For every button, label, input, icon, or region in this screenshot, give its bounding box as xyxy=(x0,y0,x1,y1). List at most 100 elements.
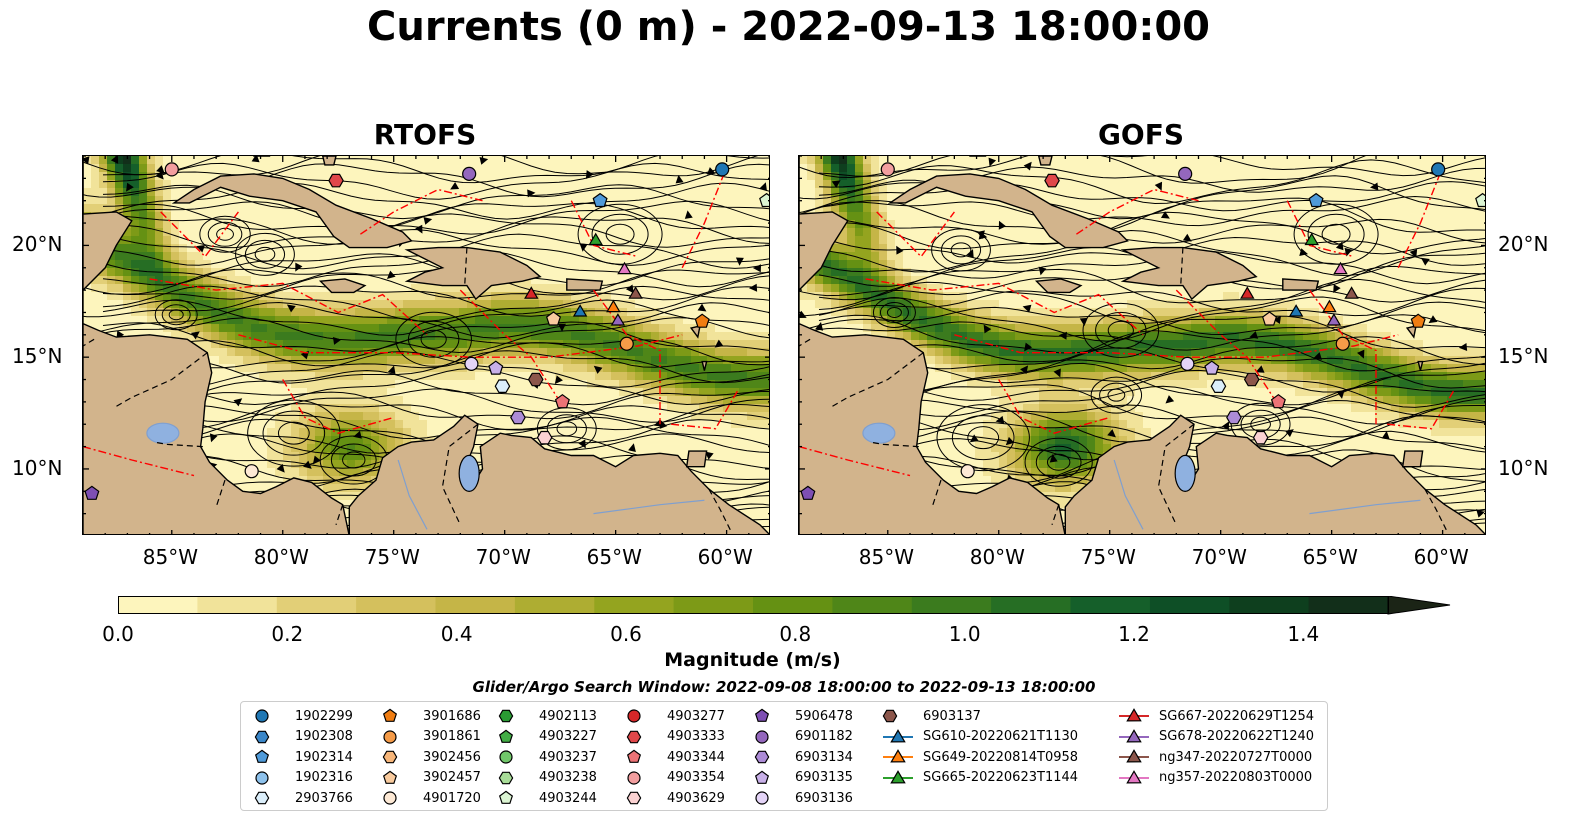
marker-6903135[interactable] xyxy=(1204,360,1220,375)
marker-4903344[interactable] xyxy=(554,393,570,409)
marker-ng347[interactable] xyxy=(628,286,643,299)
legend-marker[interactable] xyxy=(498,790,514,804)
marker-SG678[interactable] xyxy=(1326,313,1342,326)
hexagon-marker-icon xyxy=(498,771,514,784)
legend-label: 4903629 xyxy=(667,790,725,806)
legend-marker[interactable] xyxy=(627,709,641,723)
marker-3901861[interactable] xyxy=(619,336,634,351)
legend-marker[interactable] xyxy=(254,730,270,743)
marker-2903766[interactable] xyxy=(494,379,511,393)
marker-ng347[interactable] xyxy=(1344,286,1359,299)
panel-title-gofs: GOFS xyxy=(1097,118,1185,151)
marker-SG649[interactable] xyxy=(1322,299,1337,313)
marker-ng357[interactable] xyxy=(617,261,632,275)
legend-marker[interactable] xyxy=(254,791,270,805)
marker-SG678[interactable] xyxy=(610,313,626,326)
marker-6901182[interactable] xyxy=(462,166,477,181)
marker-4903244[interactable] xyxy=(759,192,770,208)
marker-6903135[interactable] xyxy=(488,360,504,375)
legend-marker[interactable] xyxy=(254,749,270,763)
circle-marker-icon xyxy=(627,709,641,723)
legend-item: 1902314 xyxy=(253,747,353,767)
marker-5906478[interactable] xyxy=(84,485,100,500)
marker-6903136[interactable] xyxy=(464,356,479,371)
legend-marker[interactable] xyxy=(755,729,769,744)
legend-item: 2903766 xyxy=(253,788,353,808)
marker-4903333[interactable] xyxy=(328,173,344,188)
legend-marker[interactable] xyxy=(627,770,641,785)
legend-marker[interactable] xyxy=(626,791,642,805)
marker-4903629[interactable] xyxy=(536,430,553,445)
legend-marker[interactable] xyxy=(1126,708,1142,722)
legend-marker[interactable] xyxy=(626,749,642,763)
marker-4901720[interactable] xyxy=(960,464,975,479)
marker-3901686[interactable] xyxy=(694,313,710,328)
marker-1902314[interactable] xyxy=(1308,192,1324,208)
legend-marker[interactable] xyxy=(499,750,513,764)
legend-item: 3901686 xyxy=(381,706,481,726)
hexagon-marker-icon xyxy=(254,730,270,743)
marker-SG649[interactable] xyxy=(606,299,621,313)
lon-tick-label: 80°W xyxy=(969,545,1025,569)
marker-4903333[interactable] xyxy=(1044,173,1060,188)
legend-marker[interactable] xyxy=(754,770,770,784)
marker-SG610[interactable] xyxy=(572,304,588,317)
legend-marker[interactable] xyxy=(382,708,398,722)
legend-marker[interactable] xyxy=(382,750,398,764)
legend-marker[interactable] xyxy=(255,770,269,785)
marker-4903344[interactable] xyxy=(1270,393,1286,409)
marker-1902314[interactable] xyxy=(592,192,608,208)
colorbar-tick-label: 0.2 xyxy=(271,622,304,646)
circle-marker-icon xyxy=(383,791,397,805)
marker-5906478[interactable] xyxy=(800,485,816,500)
marker-4903354[interactable] xyxy=(164,162,179,177)
legend-label: 1902314 xyxy=(295,749,353,765)
marker-6901182[interactable] xyxy=(1178,166,1193,181)
marker-SG667[interactable] xyxy=(524,286,539,299)
legend-marker[interactable] xyxy=(754,708,770,722)
marker-1902299[interactable] xyxy=(715,162,730,177)
legend-marker[interactable] xyxy=(882,709,898,723)
legend-marker[interactable] xyxy=(498,709,514,723)
legend-marker[interactable] xyxy=(626,730,642,743)
circle-marker-icon xyxy=(627,770,641,785)
marker-6903134[interactable] xyxy=(1226,410,1242,425)
legend-marker[interactable] xyxy=(1126,728,1142,743)
legend-marker[interactable] xyxy=(890,769,906,784)
marker-4903354[interactable] xyxy=(880,162,895,177)
marker-3902457[interactable] xyxy=(1261,311,1278,326)
marker-2903766[interactable] xyxy=(1210,379,1227,393)
legend-marker[interactable] xyxy=(498,729,514,743)
legend-marker[interactable] xyxy=(255,709,269,723)
legend-label: 3901686 xyxy=(423,708,481,724)
legend-marker[interactable] xyxy=(890,728,906,743)
marker-6903136[interactable] xyxy=(1180,356,1195,371)
legend-marker[interactable] xyxy=(382,770,398,784)
marker-3901861[interactable] xyxy=(1335,336,1350,351)
legend-label: SG649-20220814T0958 xyxy=(923,749,1079,765)
marker-SG667[interactable] xyxy=(1240,286,1255,299)
legend-marker[interactable] xyxy=(1126,769,1142,784)
marker-SG610[interactable] xyxy=(1288,304,1304,317)
marker-6903137[interactable] xyxy=(527,372,544,387)
marker-6903137[interactable] xyxy=(1243,372,1260,387)
marker-SG665[interactable] xyxy=(1304,232,1319,246)
marker-SG665[interactable] xyxy=(588,232,603,246)
legend-marker[interactable] xyxy=(383,729,397,744)
rtofs-map[interactable] xyxy=(82,155,770,535)
legend-marker[interactable] xyxy=(890,749,906,763)
marker-4903629[interactable] xyxy=(1252,430,1269,445)
marker-6903134[interactable] xyxy=(510,410,526,425)
gofs-map[interactable] xyxy=(798,155,1486,535)
marker-ng357[interactable] xyxy=(1333,261,1348,275)
marker-4903244[interactable] xyxy=(1475,192,1486,208)
marker-3901686[interactable] xyxy=(1410,313,1426,328)
legend-marker[interactable] xyxy=(1126,749,1142,763)
legend-marker[interactable] xyxy=(498,771,514,784)
legend-marker[interactable] xyxy=(755,791,769,805)
marker-1902299[interactable] xyxy=(1431,162,1446,177)
legend-marker[interactable] xyxy=(383,791,397,805)
marker-4901720[interactable] xyxy=(244,464,259,479)
marker-3902457[interactable] xyxy=(545,311,562,326)
legend-marker[interactable] xyxy=(754,750,770,764)
